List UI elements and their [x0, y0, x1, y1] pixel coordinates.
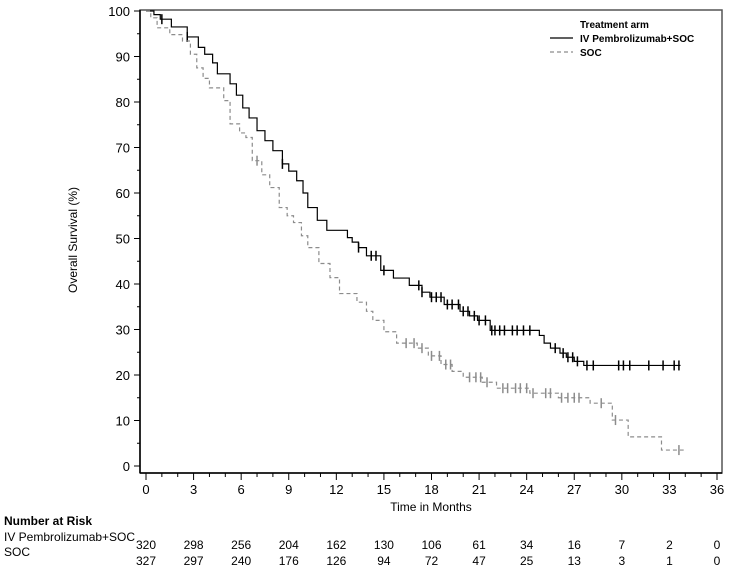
x-axis-ticks: 0 3 6 9 12 15 18 21 24 27 30 33 36	[142, 473, 724, 497]
risk-row-label-soc: SOC	[4, 545, 30, 559]
risk-value: 25	[520, 554, 534, 568]
y-tick-label: 70	[116, 141, 130, 156]
x-tick-label: 24	[519, 482, 533, 497]
x-tick-label: 21	[472, 482, 486, 497]
risk-value: 106	[421, 538, 441, 552]
x-tick-label: 33	[662, 482, 676, 497]
risk-value: 13	[568, 554, 582, 568]
y-tick-label: 60	[116, 186, 130, 201]
legend-label-pembro: IV Pembrolizumab+SOC	[580, 34, 694, 45]
risk-value: 327	[136, 554, 156, 568]
risk-value: 256	[231, 538, 251, 552]
risk-value: 0	[714, 538, 721, 552]
x-tick-label: 30	[615, 482, 629, 497]
legend-title: Treatment arm	[580, 20, 649, 31]
y-tick-label: 40	[116, 277, 130, 292]
risk-value: 34	[520, 538, 534, 552]
risk-value: 240	[231, 554, 251, 568]
x-axis-label: Time in Months	[390, 500, 472, 514]
risk-value: 7	[618, 538, 625, 552]
x-tick-label: 18	[424, 482, 438, 497]
risk-value: 298	[184, 538, 204, 552]
y-tick-label: 0	[123, 459, 130, 474]
legend: Treatment arm IV Pembrolizumab+SOC SOC	[550, 20, 694, 59]
x-tick-label: 12	[329, 482, 343, 497]
y-tick-label: 30	[116, 323, 130, 338]
risk-value: 204	[279, 538, 299, 552]
risk-value: 130	[374, 538, 394, 552]
risk-value: 320	[136, 538, 156, 552]
y-tick-label: 100	[108, 4, 130, 19]
x-tick-label: 15	[377, 482, 391, 497]
risk-value: 1	[666, 554, 673, 568]
x-tick-label: 6	[238, 482, 245, 497]
y-axis-label: Overall Survival (%)	[66, 187, 80, 293]
risk-value: 61	[472, 538, 486, 552]
risk-value: 162	[326, 538, 346, 552]
risk-value: 0	[714, 554, 721, 568]
y-tick-label: 50	[116, 232, 130, 247]
plot-frame	[139, 9, 723, 474]
y-axis-ticks: 0 10 20 30 40 50 60 70 80 90 100	[108, 4, 140, 474]
x-tick-label: 0	[142, 482, 149, 497]
curve-soc	[146, 10, 684, 451]
x-tick-label: 36	[710, 482, 724, 497]
risk-value: 297	[184, 554, 204, 568]
y-tick-label: 20	[116, 368, 130, 383]
legend-label-soc: SOC	[580, 48, 602, 59]
survival-curves	[146, 10, 684, 456]
risk-value: 72	[425, 554, 439, 568]
y-tick-label: 80	[116, 95, 130, 110]
x-tick-label: 9	[285, 482, 292, 497]
risk-value: 126	[326, 554, 346, 568]
y-tick-label: 10	[116, 414, 130, 429]
risk-value: 16	[568, 538, 582, 552]
risk-value: 94	[377, 554, 391, 568]
risk-table: Number at Risk IV Pembrolizumab+SOC SOC …	[4, 514, 721, 568]
x-tick-label: 27	[567, 482, 581, 497]
x-tick-label: 3	[190, 482, 197, 497]
risk-value: 3	[618, 554, 625, 568]
risk-table-title: Number at Risk	[4, 514, 92, 528]
risk-value: 2	[666, 538, 673, 552]
y-tick-label: 90	[116, 50, 130, 65]
risk-row-label-pembro: IV Pembrolizumab+SOC	[4, 530, 135, 544]
curve-pembro	[146, 10, 681, 367]
risk-value: 176	[279, 554, 299, 568]
risk-value: 47	[472, 554, 486, 568]
